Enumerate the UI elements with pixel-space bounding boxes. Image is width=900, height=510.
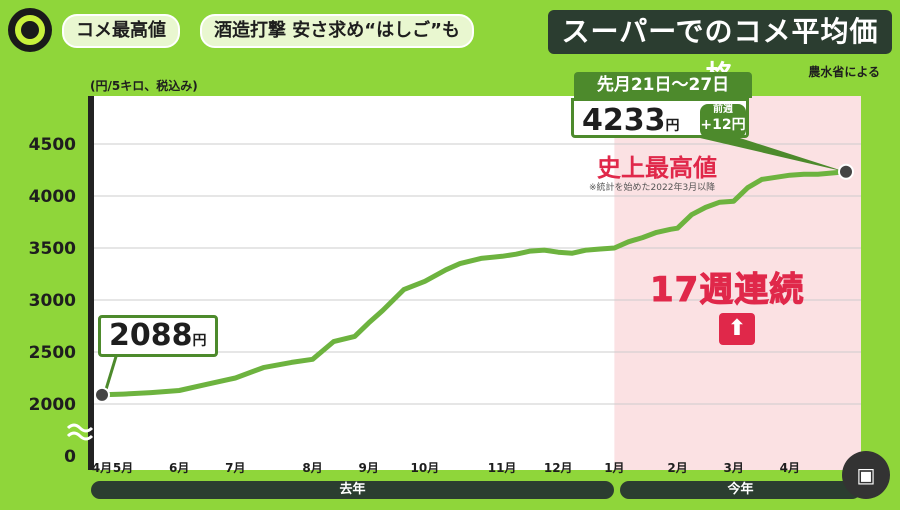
delta-label: 前週: [713, 104, 733, 115]
y-tick-label: 4500: [29, 135, 76, 155]
x-tick-label: 9月: [359, 461, 379, 475]
delta-value: +12円: [700, 117, 746, 133]
y-tick-label: 4000: [29, 187, 76, 207]
end-point: [838, 163, 854, 180]
x-tick-label: 11月: [488, 461, 517, 475]
record-high-label: 史上最高値: [597, 154, 717, 182]
record-note: ※統計を始めた2022年3月以降: [589, 183, 716, 193]
end-value: 4233: [582, 103, 666, 138]
x-tick-label: 12月: [544, 461, 573, 475]
series-line: [99, 169, 849, 398]
logo-icon: [8, 8, 52, 52]
start-value-callout: 2088円: [98, 315, 218, 357]
y-tick-label: 3500: [29, 239, 76, 259]
axis-break-icon: [66, 423, 94, 441]
year-bar-this: 今年: [620, 481, 861, 499]
y-tick-label: 2000: [29, 395, 76, 415]
streak-label: 17週連続: [649, 270, 805, 311]
x-tick-label: 10月: [411, 461, 440, 475]
year-bar-last: 去年: [91, 481, 614, 499]
y-tick-label: 3000: [29, 291, 76, 311]
topic-tag[interactable]: コメ最高値: [62, 14, 180, 48]
start-value: 2088: [109, 318, 193, 353]
x-tick-label: 5月: [113, 461, 133, 475]
x-tick-label: 3月: [724, 461, 744, 475]
x-tick-label: 6月: [169, 461, 189, 475]
end-yen: 円: [665, 118, 680, 134]
end-pointer: [700, 138, 846, 172]
x-tick-label: 4月: [780, 461, 800, 475]
x-tick-label: 7月: [225, 461, 245, 475]
y-axis-bar: [88, 96, 94, 470]
subtopic-tag[interactable]: 酒造打撃 安さ求め“はしご”も: [200, 14, 474, 48]
source-note: 農水省による: [808, 65, 880, 79]
y-tick-label: 2500: [29, 343, 76, 363]
start-yen: 円: [192, 333, 207, 349]
highlight-region: [614, 96, 861, 470]
gallery-icon: ▣: [856, 463, 876, 487]
delta-badge: 前週 +12円: [700, 104, 746, 138]
x-tick-label: 4月: [92, 461, 112, 475]
y-tick-label: 0: [64, 447, 76, 467]
x-tick-label: 1月: [604, 461, 624, 475]
start-point: [94, 386, 110, 403]
x-tick-label: 8月: [302, 461, 322, 475]
end-period-label: 先月21日～27日: [574, 72, 752, 98]
up-arrow-icon: ⬆: [719, 313, 755, 345]
gallery-button[interactable]: ▣: [842, 451, 890, 499]
unit-label: (円/5キロ、税込み): [90, 79, 198, 93]
x-tick-label: 2月: [667, 461, 687, 475]
